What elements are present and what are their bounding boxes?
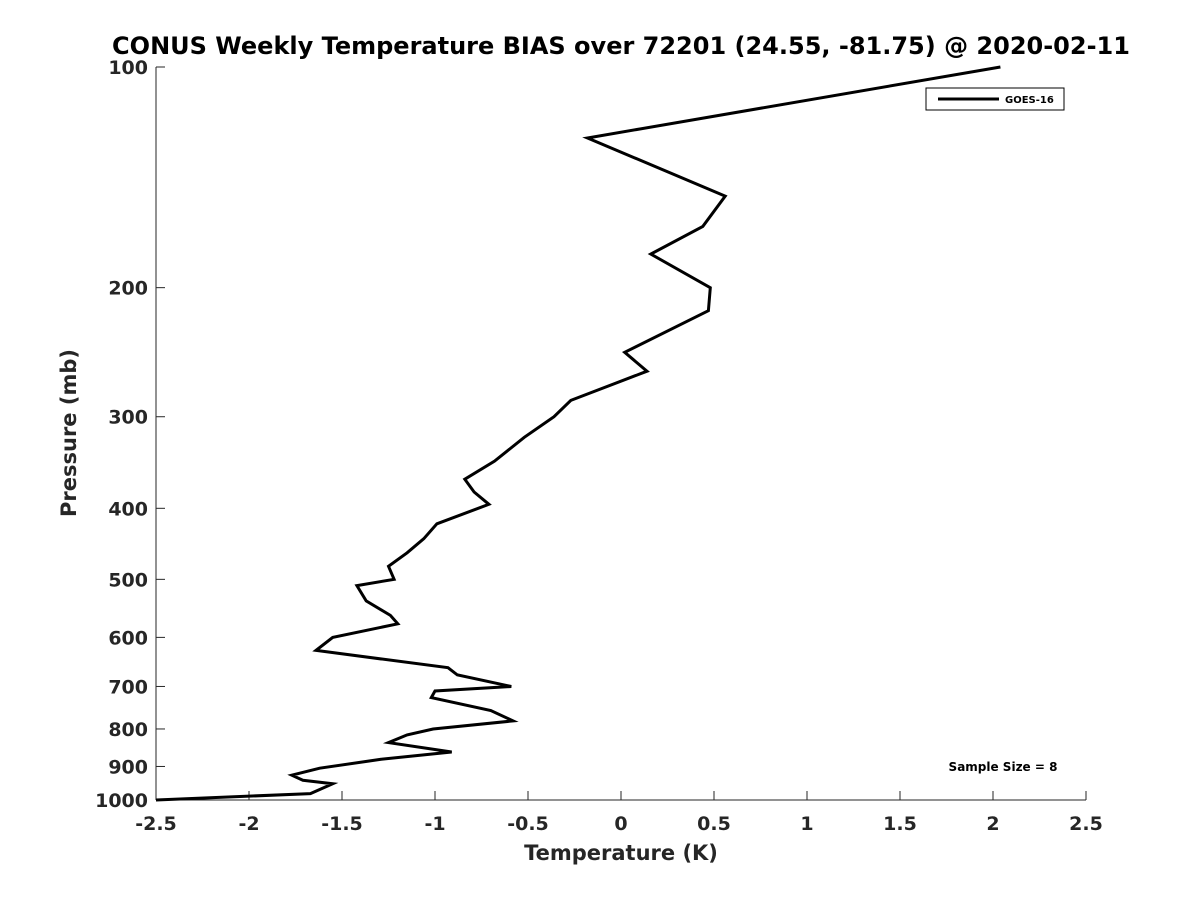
legend: GOES-16 [925, 87, 1065, 111]
x-tick-label: -0.5 [507, 813, 549, 835]
y-tick-label: 700 [108, 676, 148, 698]
series-line-goes-16 [155, 65, 1001, 802]
sample-size-annotation: Sample Size = 8 [949, 760, 1058, 774]
x-tick-label: -2 [238, 813, 259, 835]
plot-area [156, 67, 1086, 800]
x-tick-label: 1 [800, 813, 813, 835]
y-axis-label: Pressure (mb) [57, 349, 81, 517]
y-tick-label: 500 [108, 569, 148, 591]
x-tick-label: 1.5 [883, 813, 917, 835]
y-tick-label: 400 [108, 498, 148, 520]
x-tick-label: -2.5 [135, 813, 177, 835]
y-tick-label: 200 [108, 278, 148, 300]
chart-title: CONUS Weekly Temperature BIAS over 72201… [112, 32, 1130, 60]
x-tick-label: 2.5 [1069, 813, 1103, 835]
x-tick-label: 2 [986, 813, 999, 835]
legend-label-goes-16: GOES-16 [1005, 95, 1054, 106]
x-tick-label: -1 [424, 813, 445, 835]
x-axis-label: Temperature (K) [524, 841, 718, 865]
axes: -2.5 -2 -1.5 -1 -0.5 0 0.5 1 1.5 2 2.5 100 200 300 400… [95, 57, 1103, 835]
series-layer [155, 65, 1001, 802]
y-tick-label: 100 [108, 57, 148, 79]
y-tick-label: 300 [108, 407, 148, 429]
y-tick-label: 600 [108, 627, 148, 649]
y-tick-label: 900 [108, 756, 148, 778]
y-tick-label: 1000 [95, 790, 148, 812]
x-tick-label: 0 [614, 813, 627, 835]
y-tick-label: 800 [108, 719, 148, 741]
x-tick-label: -1.5 [321, 813, 363, 835]
x-tick-label: 0.5 [697, 813, 731, 835]
